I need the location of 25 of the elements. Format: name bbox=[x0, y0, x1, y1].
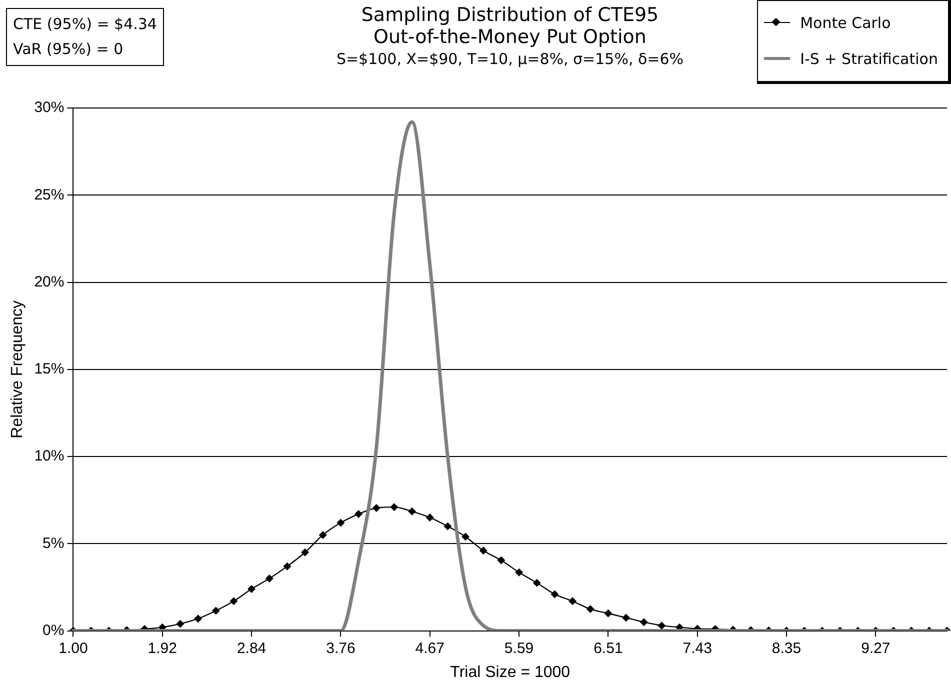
y-tick-label: 30% bbox=[34, 99, 64, 116]
y-tick-label: 25% bbox=[34, 186, 64, 204]
x-tick-label: 7.43 bbox=[682, 640, 712, 657]
x-tick-label: 6.51 bbox=[594, 640, 623, 657]
y-tick-label: 10% bbox=[34, 448, 64, 465]
y-tick-label: 0% bbox=[42, 622, 64, 639]
chart-title: Sampling Distribution of CTE95 Out-of-the-Money Put Option bbox=[360, 4, 660, 48]
legend-label: Monte Carlo bbox=[800, 14, 891, 32]
x-tick-label: 5.59 bbox=[504, 640, 534, 657]
legend-label: I-S + Stratification bbox=[800, 50, 938, 68]
x-tick-label: 8.35 bbox=[772, 640, 802, 657]
x-tick-label: 1.92 bbox=[148, 640, 177, 657]
y-tick-label: 20% bbox=[34, 273, 64, 290]
x-tick-label: 9.27 bbox=[861, 640, 890, 657]
x-tick-label: 4.67 bbox=[415, 640, 444, 657]
y-axis-title: Relative Frequency bbox=[9, 300, 26, 438]
x-tick-label: 2.84 bbox=[236, 640, 266, 657]
text: VaR (95%) = 0 bbox=[13, 39, 124, 60]
y-tick-label: 15% bbox=[34, 360, 64, 378]
y-tick-label: 5% bbox=[42, 534, 64, 552]
x-axis-title: Trial Size = 1000 bbox=[450, 664, 570, 681]
chart-subtitle: S=$100, X=$90, T=10, μ=8%, σ=15%, δ=6% bbox=[335, 50, 685, 68]
text: CTE (95%) = $4.34 bbox=[13, 14, 157, 35]
x-tick-label: 3.76 bbox=[326, 640, 356, 657]
x-tick-label: 1.00 bbox=[58, 640, 88, 657]
